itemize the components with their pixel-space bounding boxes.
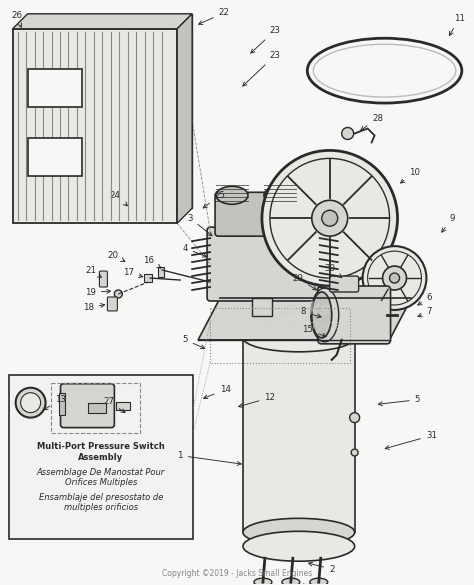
Ellipse shape xyxy=(243,518,355,546)
Text: multiples orificios: multiples orificios xyxy=(64,503,138,512)
Text: 29: 29 xyxy=(292,274,317,290)
FancyBboxPatch shape xyxy=(108,297,118,311)
FancyBboxPatch shape xyxy=(61,384,114,428)
Text: Assemblage De Manostat Pour: Assemblage De Manostat Pour xyxy=(37,468,165,477)
Text: Copyright ©2019 - Jacks Small Engines: Copyright ©2019 - Jacks Small Engines xyxy=(162,569,312,577)
Text: 6: 6 xyxy=(418,294,432,305)
Text: Multi-Port Pressure Switch: Multi-Port Pressure Switch xyxy=(37,442,165,451)
Text: 9: 9 xyxy=(442,214,455,232)
Ellipse shape xyxy=(310,578,328,585)
Circle shape xyxy=(342,128,354,139)
Text: Jacks: Jacks xyxy=(279,301,331,319)
Bar xyxy=(13,29,177,223)
Circle shape xyxy=(383,266,407,290)
Circle shape xyxy=(21,393,41,412)
Text: 25: 25 xyxy=(203,191,226,208)
Circle shape xyxy=(16,388,46,418)
Text: 2: 2 xyxy=(309,562,335,574)
Ellipse shape xyxy=(243,324,355,352)
Text: 1: 1 xyxy=(177,451,241,466)
Circle shape xyxy=(322,210,337,226)
Text: 12: 12 xyxy=(238,393,275,407)
Bar xyxy=(210,308,350,363)
Bar xyxy=(116,402,130,410)
Bar xyxy=(158,267,164,277)
Text: Orifices Multiples: Orifices Multiples xyxy=(65,478,137,487)
Text: 5: 5 xyxy=(378,395,420,406)
Text: 20: 20 xyxy=(107,250,125,261)
Text: 24: 24 xyxy=(110,191,128,206)
Bar xyxy=(27,68,82,106)
Polygon shape xyxy=(13,14,192,29)
Polygon shape xyxy=(177,14,192,223)
Ellipse shape xyxy=(312,292,332,338)
Text: 19: 19 xyxy=(85,287,110,297)
Text: 8: 8 xyxy=(300,308,321,318)
Text: 7: 7 xyxy=(418,308,432,317)
Bar xyxy=(9,375,193,539)
Bar xyxy=(252,298,272,316)
Text: 30: 30 xyxy=(324,264,342,278)
Text: 5: 5 xyxy=(182,335,205,349)
FancyBboxPatch shape xyxy=(207,227,323,301)
Circle shape xyxy=(350,412,360,422)
FancyBboxPatch shape xyxy=(318,286,391,344)
Text: 10: 10 xyxy=(401,168,420,183)
Circle shape xyxy=(390,273,400,283)
Text: Small Engines: Small Engines xyxy=(261,319,349,332)
Ellipse shape xyxy=(264,186,296,204)
Text: 3: 3 xyxy=(187,214,212,236)
Text: 28: 28 xyxy=(361,114,383,130)
Bar xyxy=(58,393,64,415)
Bar xyxy=(51,383,140,432)
Bar xyxy=(27,14,192,208)
Bar xyxy=(27,139,82,176)
Polygon shape xyxy=(198,298,411,340)
Text: 31: 31 xyxy=(385,431,437,449)
Text: 11: 11 xyxy=(449,14,465,36)
Text: 4: 4 xyxy=(182,243,207,257)
Text: 21: 21 xyxy=(85,266,101,277)
Ellipse shape xyxy=(351,449,358,456)
FancyBboxPatch shape xyxy=(100,271,108,287)
Circle shape xyxy=(312,200,347,236)
Ellipse shape xyxy=(282,578,300,585)
Circle shape xyxy=(262,150,398,286)
Text: Ensamblaje del presostato de: Ensamblaje del presostato de xyxy=(39,493,163,502)
Text: Assembly: Assembly xyxy=(78,453,123,462)
Text: 16: 16 xyxy=(143,256,161,268)
Ellipse shape xyxy=(243,531,355,561)
Text: 14: 14 xyxy=(204,385,230,398)
Text: 15: 15 xyxy=(302,325,326,337)
Text: 27: 27 xyxy=(103,397,125,412)
Text: 23: 23 xyxy=(243,51,281,86)
Text: 26: 26 xyxy=(11,11,22,27)
Circle shape xyxy=(114,290,122,298)
Ellipse shape xyxy=(216,186,248,204)
Text: 13: 13 xyxy=(44,395,66,410)
Text: 22: 22 xyxy=(199,8,229,25)
Circle shape xyxy=(363,246,427,310)
FancyBboxPatch shape xyxy=(215,192,315,236)
Text: 17: 17 xyxy=(123,267,143,277)
Ellipse shape xyxy=(254,578,272,585)
Text: 18: 18 xyxy=(83,304,105,312)
Bar xyxy=(243,338,355,532)
Bar xyxy=(89,402,106,412)
FancyBboxPatch shape xyxy=(330,276,359,292)
Bar xyxy=(144,274,152,282)
Text: 23: 23 xyxy=(251,26,281,53)
